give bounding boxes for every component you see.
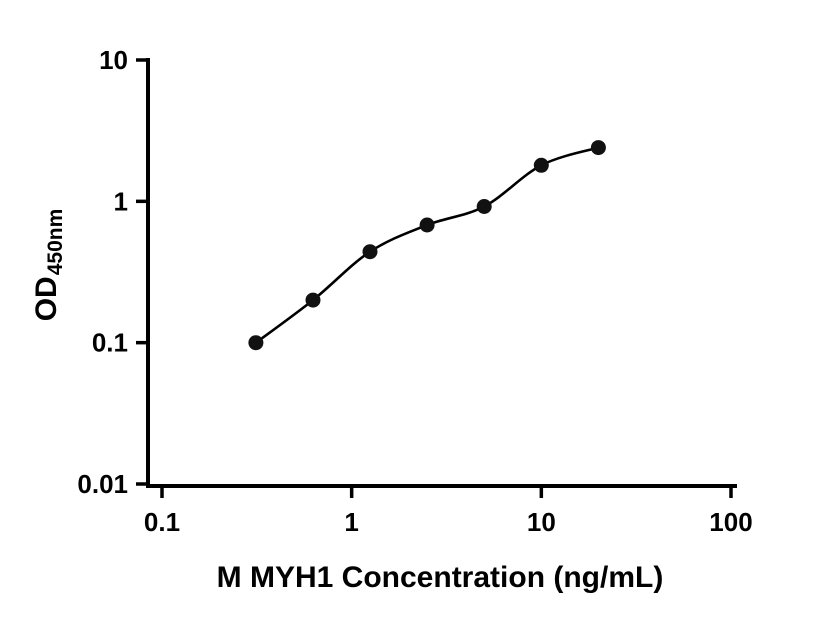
x-axis-title: M MYH1 Concentration (ng/mL) <box>216 561 664 594</box>
x-tick-label: 0.1 <box>144 507 180 537</box>
data-point <box>362 244 378 260</box>
x-tick-label: 10 <box>527 507 556 537</box>
y-tick-label: 10 <box>99 45 128 75</box>
y-axis-title-main: OD <box>30 276 63 322</box>
data-point <box>248 335 264 351</box>
y-axis-title: OD450nm <box>27 150 67 380</box>
x-tick-label: 1 <box>344 507 358 537</box>
fit-curve <box>255 146 599 344</box>
y-tick-label: 1 <box>114 186 128 216</box>
data-point <box>533 157 549 173</box>
x-tick-label: 100 <box>709 507 752 537</box>
data-point <box>305 292 321 308</box>
data-point <box>419 217 435 233</box>
y-tick-label: 0.1 <box>92 328 128 358</box>
data-point <box>590 140 606 156</box>
y-tick-label: 0.01 <box>77 469 128 499</box>
data-point <box>476 199 492 214</box>
y-axis-title-subscript: 450nm <box>44 208 67 276</box>
